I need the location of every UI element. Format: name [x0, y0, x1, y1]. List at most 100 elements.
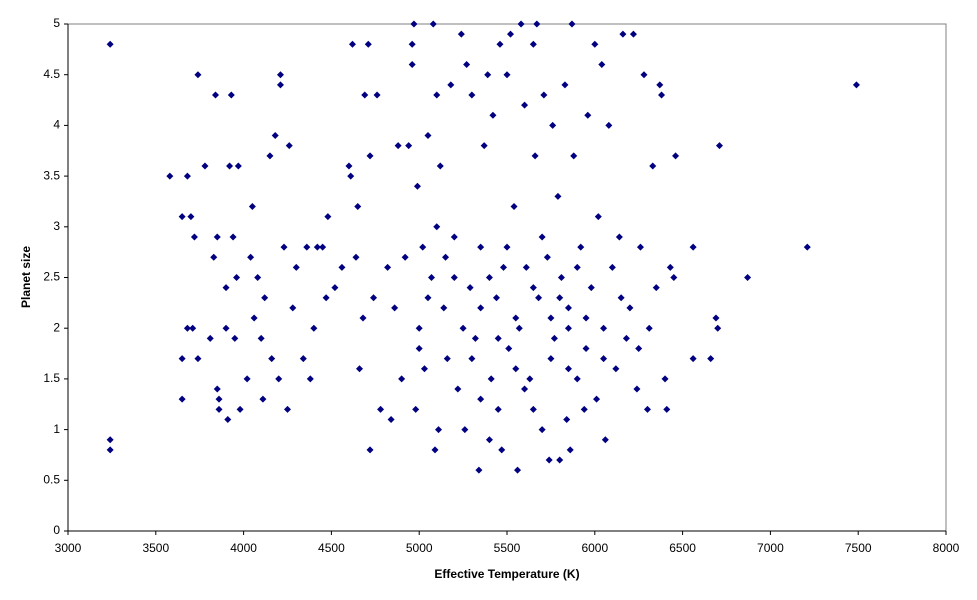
point — [535, 294, 543, 302]
point — [507, 30, 515, 38]
point — [319, 243, 327, 251]
point — [461, 426, 469, 434]
point — [598, 61, 606, 69]
x-tick-label: 5500 — [494, 541, 521, 555]
point — [498, 446, 506, 454]
point — [355, 365, 363, 373]
point — [549, 121, 557, 129]
point — [366, 446, 374, 454]
x-tick-label: 8000 — [933, 541, 960, 555]
point — [468, 355, 476, 363]
point — [106, 40, 114, 48]
point — [345, 162, 353, 170]
point — [224, 415, 232, 423]
point — [463, 61, 471, 69]
point — [373, 91, 381, 99]
point — [475, 466, 483, 474]
point — [408, 61, 416, 69]
point — [494, 334, 502, 342]
point — [514, 466, 522, 474]
x-tick-label: 6500 — [669, 541, 696, 555]
point — [499, 263, 507, 271]
point — [556, 456, 564, 464]
point — [447, 81, 455, 89]
point — [629, 30, 637, 38]
point — [577, 243, 585, 251]
point — [405, 142, 413, 150]
point — [564, 324, 572, 332]
y-tick-label: 1.5 — [43, 371, 60, 385]
point — [533, 20, 541, 28]
x-tick-label: 6000 — [581, 541, 608, 555]
point — [712, 314, 720, 322]
point — [600, 324, 608, 332]
point — [431, 446, 439, 454]
point — [299, 355, 307, 363]
point — [413, 182, 421, 190]
point — [454, 385, 462, 393]
point — [359, 314, 367, 322]
y-tick-label: 2 — [53, 320, 60, 334]
point — [468, 91, 476, 99]
point — [526, 375, 534, 383]
point — [201, 162, 209, 170]
point — [227, 91, 235, 99]
point — [348, 40, 356, 48]
point — [347, 172, 355, 180]
point — [106, 436, 114, 444]
point — [636, 243, 644, 251]
plot-area — [67, 23, 947, 532]
point — [477, 304, 485, 312]
point — [707, 355, 715, 363]
point — [510, 203, 518, 211]
point — [633, 385, 641, 393]
point — [503, 243, 511, 251]
point — [617, 294, 625, 302]
point — [384, 263, 392, 271]
point — [573, 263, 581, 271]
point — [178, 213, 186, 221]
point — [377, 405, 385, 413]
point — [250, 314, 258, 322]
point — [310, 324, 318, 332]
point — [503, 71, 511, 79]
point — [276, 81, 284, 89]
point — [566, 446, 574, 454]
point — [206, 334, 214, 342]
point — [512, 365, 520, 373]
point — [554, 192, 562, 200]
point — [522, 263, 530, 271]
x-tick-label: 7000 — [757, 541, 784, 555]
point — [387, 415, 395, 423]
point — [231, 334, 239, 342]
point — [280, 243, 288, 251]
point — [622, 334, 630, 342]
point — [276, 71, 284, 79]
point — [215, 395, 223, 403]
point — [398, 375, 406, 383]
point — [213, 233, 221, 241]
point — [529, 40, 537, 48]
point — [215, 405, 223, 413]
point — [661, 375, 669, 383]
point — [521, 385, 529, 393]
point — [529, 284, 537, 292]
point — [666, 263, 674, 271]
y-tick-label: 3.5 — [43, 168, 60, 182]
point — [656, 81, 664, 89]
point — [338, 263, 346, 271]
point — [210, 253, 218, 261]
point — [424, 294, 432, 302]
point — [612, 365, 620, 373]
point — [331, 284, 339, 292]
x-tick-label: 4500 — [318, 541, 345, 555]
point — [584, 111, 592, 119]
point — [672, 152, 680, 160]
y-tick-label: 4.5 — [43, 67, 60, 81]
point — [689, 243, 697, 251]
point — [222, 324, 230, 332]
point — [254, 274, 262, 281]
y-tick-label: 1 — [53, 422, 60, 436]
point — [419, 243, 427, 251]
